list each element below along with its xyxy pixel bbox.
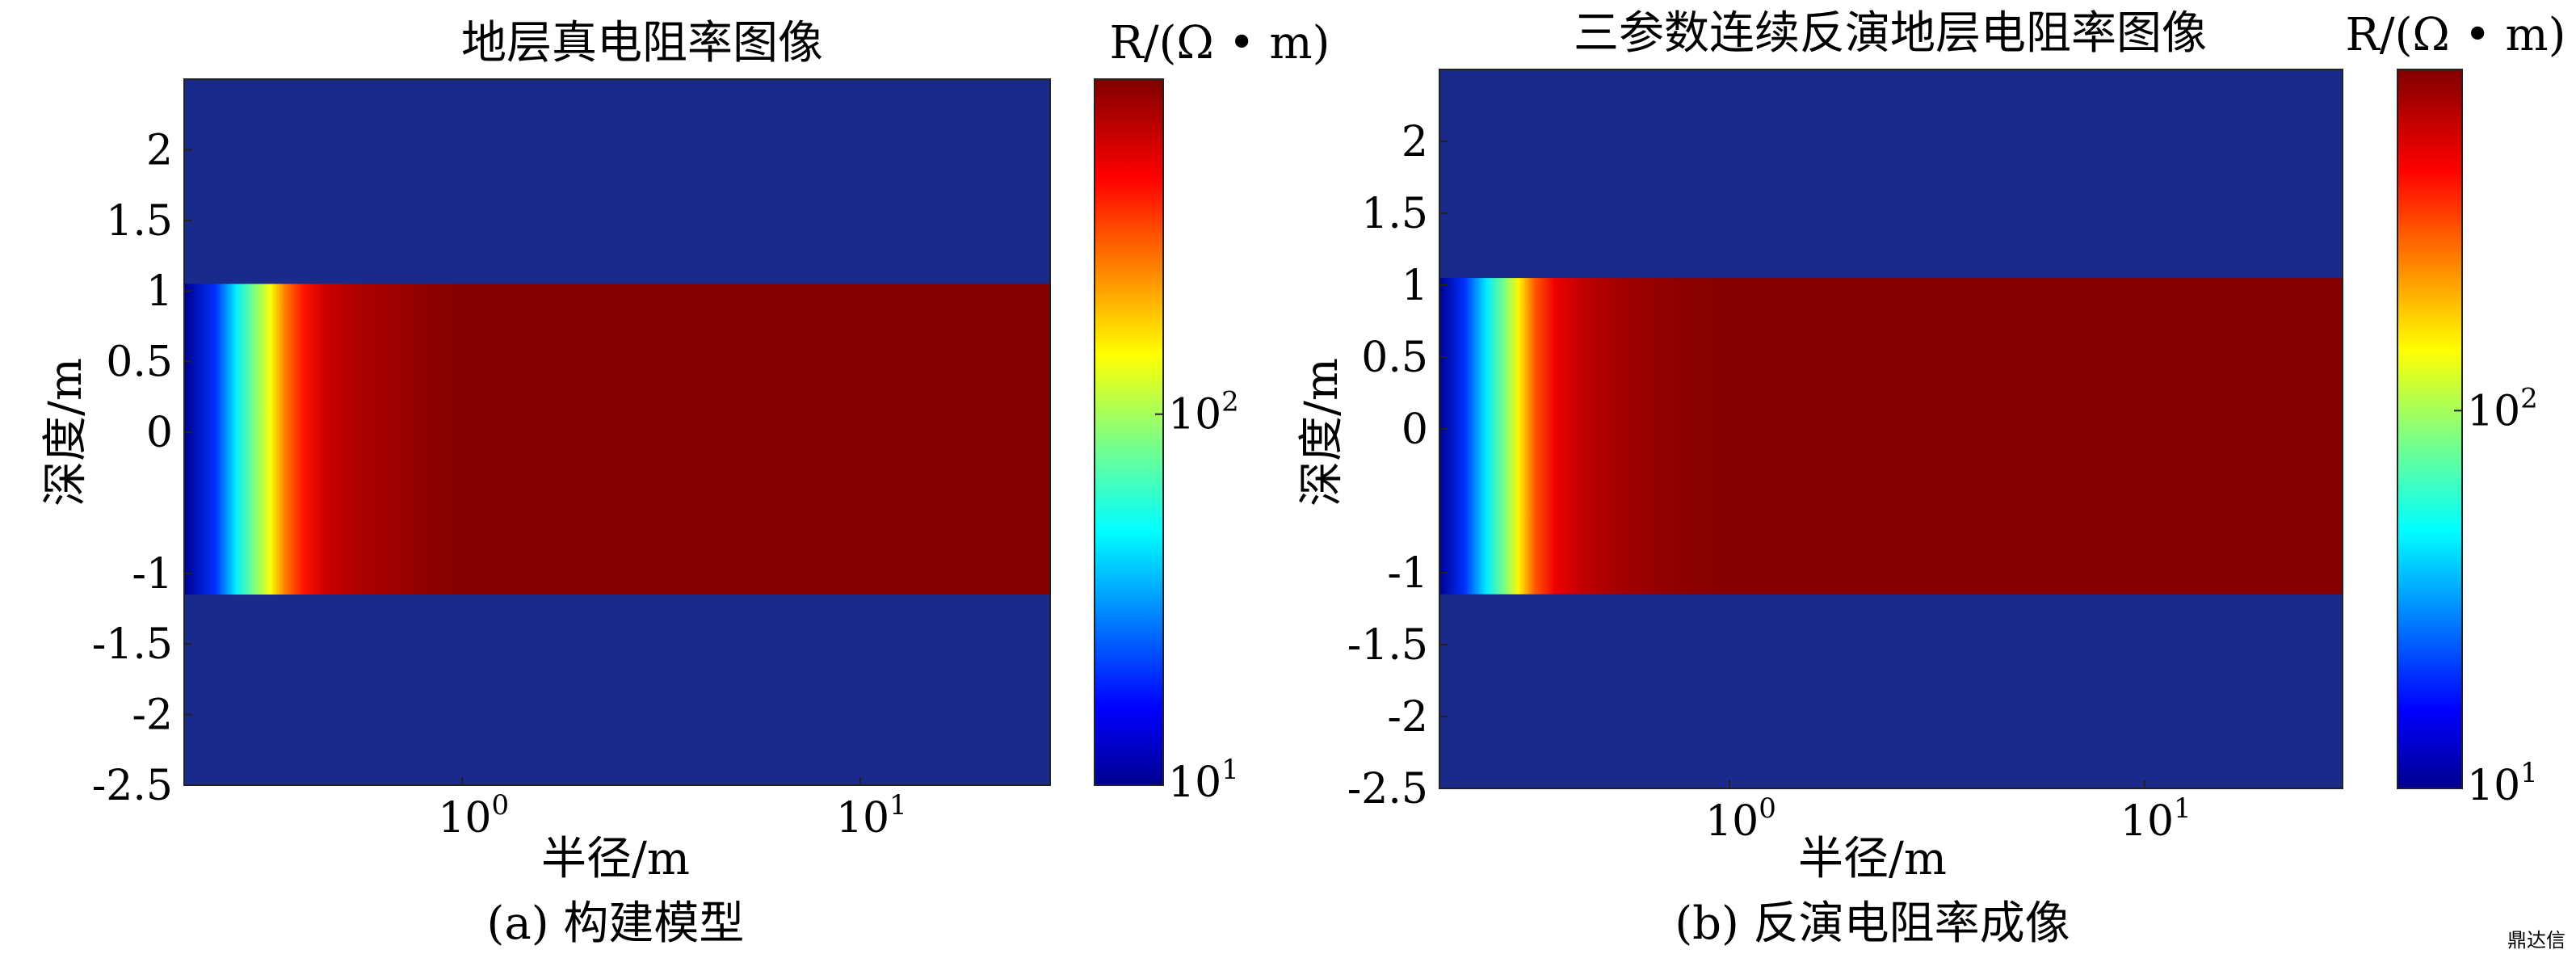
panel-a: 地层真电阻率图像 2 1.5 1 0.5 0 -1 -1.5 -2 -2.5 100 101 深度… [40,17,1330,950]
y-tick-label: 0.5 [106,338,173,387]
y-tick-label: 1 [146,267,173,316]
ylabel-a: 深度/m [40,358,92,506]
colorbar-tick-labels-b: 102 101 [2454,382,2538,810]
watermark: 鼎达信 [2507,929,2565,952]
y-tick-label: 1.5 [106,197,173,246]
y-tick-label: 0 [1401,406,1428,454]
colorbar-tick-label: 102 [1168,386,1239,439]
y-tick-label: -2.5 [1347,765,1428,813]
y-tick-label: -1 [132,550,173,599]
colorbar-a [1094,78,1164,786]
colorbar-tick-label: 101 [1168,754,1239,807]
colorbar-tick-label: 101 [2467,757,2538,810]
xlabel-a: 半径/m [541,833,690,885]
xlabel-b: 半径/m [1798,833,1947,885]
title-b: 三参数连续反演地层电阻率图像 [1574,7,2207,60]
y-tick-labels-a: 2 1.5 1 0.5 0 -1 -1.5 -2 -2.5 [92,126,192,810]
resistive-layer-b [1439,278,2343,595]
colorbar-unit-a: R/(Ω • m) [1110,17,1330,69]
y-tick-labels-b: 2 1.5 1 0.5 0 -1 -1.5 -2 -2.5 [1347,118,1448,813]
x-tick-labels-b: 100 101 [1705,780,2191,846]
y-tick-label: -2.5 [92,762,173,810]
y-tick-label: -1 [1387,549,1428,598]
x-tick-label: 100 [1705,792,1776,846]
y-tick-label: 0.5 [1361,334,1428,382]
title-a: 地层真电阻率图像 [461,17,823,69]
y-tick-label: -2 [132,691,173,740]
y-tick-label: 1 [1401,262,1428,310]
x-tick-labels-a: 100 101 [438,777,907,843]
y-tick-label: -2 [1387,693,1428,742]
ylabel-b: 深度/m [1296,358,1348,506]
y-tick-label: 2 [146,126,173,174]
resistive-layer-a [184,284,1050,595]
y-tick-label: 2 [1401,118,1428,166]
panel-b: 三参数连续反演地层电阻率图像 2 1.5 1 0.5 0 -1 -1.5 -2 -2.5 100… [1296,7,2565,950]
x-tick-label: 101 [2120,792,2191,846]
y-tick-label: 1.5 [1361,190,1428,238]
colorbar-b [2397,69,2463,789]
y-tick-label: -1.5 [1347,621,1428,670]
colorbar-unit-b: R/(Ω • m) [2346,9,2566,61]
y-tick-label: -1.5 [92,620,173,669]
colorbar-tick-labels-a: 102 101 [1155,386,1239,807]
x-tick-label: 100 [438,789,509,843]
caption-b: (b) 反演电阻率成像 [1675,897,2070,950]
caption-a: (a) 构建模型 [487,897,745,950]
y-tick-label: 0 [146,409,173,457]
x-tick-label: 101 [836,789,907,843]
colorbar-tick-label: 102 [2467,382,2538,435]
